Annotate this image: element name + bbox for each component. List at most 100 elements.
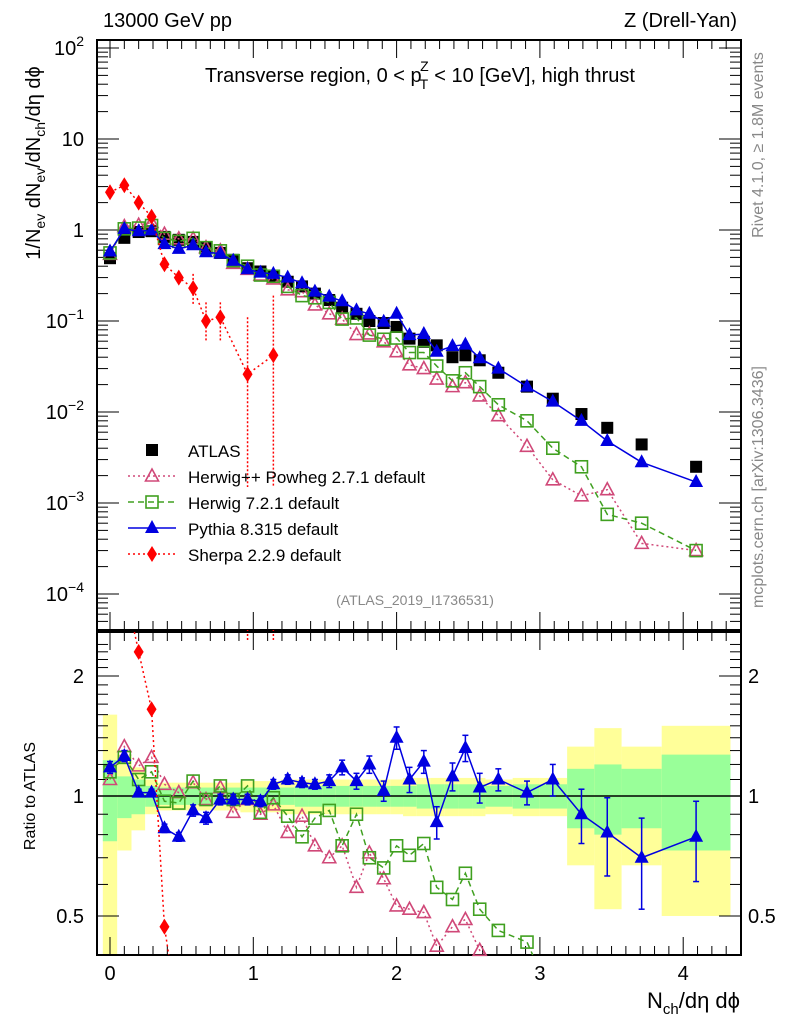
data-point	[213, 791, 228, 805]
data-point	[520, 414, 534, 428]
data-point	[545, 771, 560, 785]
data-point	[159, 256, 170, 273]
data-point	[199, 810, 214, 824]
series-sherpa-2-2-9-default	[105, 177, 279, 383]
legend-label: Sherpa 2.2.9 default	[188, 546, 341, 565]
legend-marker	[145, 520, 159, 533]
data-point	[402, 345, 417, 360]
data-point	[574, 459, 589, 474]
data-point	[491, 923, 506, 938]
data-point	[280, 809, 295, 823]
data-point	[199, 244, 214, 258]
series-line	[109, 756, 534, 956]
data-point	[335, 759, 350, 773]
data-point	[388, 343, 405, 358]
data-point	[634, 849, 649, 863]
title-part-2: < 10 [GeV], high thrust	[429, 65, 636, 87]
legend-marker	[145, 495, 159, 509]
data-point	[472, 779, 487, 793]
data-point	[321, 849, 338, 864]
data-point	[334, 837, 350, 852]
data-point	[362, 756, 377, 770]
data-point	[416, 325, 431, 339]
legend-label: Pythia 8.315 default	[188, 520, 339, 539]
data-point	[157, 794, 172, 809]
data-point	[472, 379, 487, 394]
data-point	[322, 803, 337, 818]
legend-item: Herwig++ Powheg 2.7.1 default	[128, 467, 425, 487]
title-part-1: Transverse region, 0 < p	[205, 65, 422, 87]
data-point	[157, 820, 172, 834]
legend-item: ATLAS	[146, 442, 241, 461]
data-point	[186, 802, 201, 816]
data-point	[376, 313, 391, 327]
data-point	[117, 747, 132, 761]
data-point	[445, 338, 460, 352]
data-point	[471, 387, 488, 402]
legend-item: Sherpa 2.2.9 default	[128, 546, 341, 565]
data-point	[213, 245, 228, 259]
data-point	[544, 471, 561, 486]
data-point	[146, 208, 157, 225]
data-point	[402, 327, 417, 341]
data-point	[401, 900, 418, 916]
data-point	[401, 356, 418, 371]
data-point	[458, 866, 473, 881]
data-point	[519, 437, 535, 453]
data-point	[198, 790, 214, 806]
data-point	[376, 332, 391, 347]
data-point	[349, 807, 364, 822]
data-point	[634, 454, 649, 468]
data-point	[199, 792, 213, 807]
data-point	[389, 331, 404, 345]
xlabel: Nch/dη dϕ	[647, 988, 740, 1018]
data-point	[376, 861, 391, 875]
y-tick-label-right: 0.5	[748, 906, 776, 928]
data-point	[294, 282, 310, 298]
data-point	[389, 305, 404, 319]
data-point	[689, 474, 704, 488]
data-point	[688, 541, 704, 557]
data-point	[266, 265, 281, 279]
data-point	[186, 237, 201, 251]
data-point	[471, 941, 488, 957]
data-point	[390, 320, 403, 333]
data-point	[429, 814, 444, 828]
legend-item: Herwig 7.2.1 default	[128, 494, 339, 513]
data-point	[402, 848, 417, 863]
data-point	[226, 791, 241, 805]
ratio-ylabel: Ratio to ATLAS	[22, 742, 39, 850]
analysis-id: (ATLAS_2019_I1736531)	[336, 592, 494, 608]
data-point	[634, 516, 649, 530]
data-point	[689, 828, 704, 842]
y-tick-label: 2	[73, 666, 84, 688]
data-point	[308, 811, 322, 825]
data-point	[105, 184, 115, 201]
data-point	[279, 823, 296, 839]
data-point	[545, 393, 560, 407]
data-point	[253, 264, 268, 278]
data-point	[361, 325, 378, 340]
data-point	[600, 433, 615, 447]
data-point	[186, 774, 200, 788]
data-point	[226, 252, 241, 266]
y-tick-label: 10−4	[46, 579, 84, 606]
data-point	[171, 828, 186, 842]
data-point	[295, 830, 309, 844]
data-point	[146, 701, 157, 718]
data-point	[240, 261, 255, 275]
data-point	[416, 753, 431, 767]
data-point	[349, 302, 364, 316]
data-point	[458, 365, 473, 380]
data-point	[349, 773, 364, 787]
data-point	[601, 421, 614, 434]
data-point	[335, 312, 349, 326]
data-point	[458, 336, 473, 350]
data-point	[252, 805, 269, 821]
data-point	[415, 359, 432, 375]
data-point	[490, 407, 507, 422]
data-point	[156, 775, 173, 791]
band-inner	[117, 776, 132, 819]
legend-label: Herwig 7.2.1 default	[188, 494, 339, 513]
data-point	[472, 902, 487, 917]
